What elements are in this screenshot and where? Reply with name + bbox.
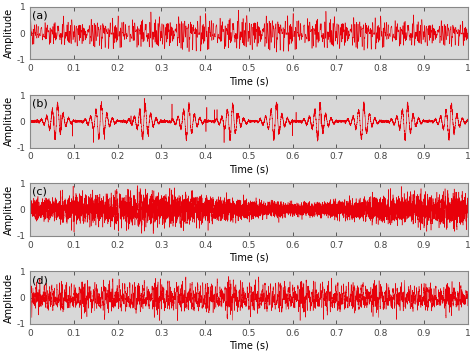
Y-axis label: Amplitude: Amplitude (3, 96, 13, 147)
Y-axis label: Amplitude: Amplitude (3, 8, 13, 58)
Text: (d): (d) (32, 275, 48, 285)
X-axis label: Time (s): Time (s) (229, 341, 269, 350)
Y-axis label: Amplitude: Amplitude (3, 273, 13, 323)
X-axis label: Time (s): Time (s) (229, 76, 269, 86)
X-axis label: Time (s): Time (s) (229, 164, 269, 174)
Text: (b): (b) (32, 99, 48, 109)
Y-axis label: Amplitude: Amplitude (3, 184, 13, 235)
Text: (a): (a) (32, 11, 48, 21)
Text: (c): (c) (32, 187, 47, 197)
X-axis label: Time (s): Time (s) (229, 252, 269, 262)
